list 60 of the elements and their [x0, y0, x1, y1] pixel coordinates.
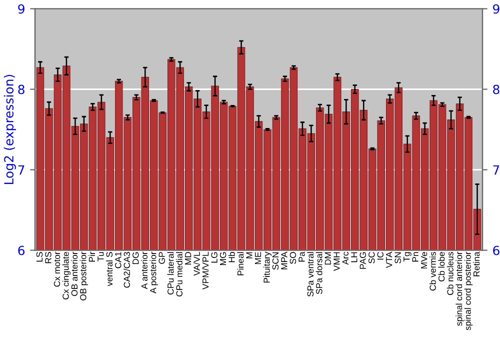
x-tick-label: A posterior	[150, 252, 158, 294]
x-tick-label: Cx cingulate	[62, 252, 71, 300]
y-axis-title: Log2 (expression)	[4, 74, 16, 184]
x-tick-label: Pa	[298, 252, 305, 262]
y2-tick-label: 7	[493, 165, 500, 174]
x-tick-label: DM	[324, 252, 331, 265]
x-tick-label: IC	[377, 252, 384, 260]
x-tick-label: Retina	[473, 252, 480, 276]
x-tick-label: SCN	[272, 252, 279, 270]
x-tick-label: CPu lateral	[167, 252, 174, 294]
x-tick-label: A anterior	[141, 252, 148, 290]
x-tick-label: Cb vermis	[429, 252, 436, 291]
x-tick-label: Tu	[98, 252, 104, 262]
x-tick-label: PAG	[360, 252, 366, 269]
x-tick-label: MPA	[281, 252, 288, 270]
x-tick-label: OB anterior	[71, 252, 78, 296]
x-tick-label: spinal cord posterior	[464, 252, 473, 330]
y2-tick-label: 9	[493, 4, 500, 14]
x-tick-label: CA1	[115, 252, 122, 268]
x-tick-label: DG	[132, 252, 139, 264]
x-tick-label: VTA	[386, 252, 392, 268]
y-tick-label: 6	[18, 246, 24, 256]
x-tick-label: MG	[220, 252, 226, 266]
x-tick-label: Arc	[342, 252, 348, 265]
x-tick-label: Cx motor	[54, 252, 60, 287]
x-tick-label: SO	[290, 252, 296, 264]
y-tick-label: 8	[18, 84, 24, 94]
x-tick-label: VA/VL	[193, 252, 200, 276]
x-tick-label: ventral S	[106, 252, 113, 286]
x-tick-label: Pituitary	[263, 252, 272, 283]
x-tick-label: SC	[368, 252, 375, 264]
x-tick-label: Hb	[228, 252, 235, 262]
x-tick-label: RS	[45, 252, 52, 264]
x-tick-label: Pir	[88, 252, 95, 262]
y-tick-label: 7	[18, 165, 24, 174]
y2-tick-label: 6	[493, 246, 500, 256]
x-tick-label: M	[246, 252, 252, 258]
x-tick-label: Cb nucleus	[446, 252, 454, 295]
x-tick-label: Cb lobe	[438, 252, 445, 282]
x-tick-label: SN	[394, 252, 401, 264]
x-tick-label: Pn	[412, 252, 418, 262]
x-tick-label: MD	[185, 252, 192, 265]
y-tick-label: 9	[18, 4, 24, 14]
x-tick-label: Tg	[404, 252, 412, 262]
x-tick-label: VMH	[334, 252, 340, 272]
x-tick-label: LH	[351, 252, 358, 262]
x-tick-label: Pineal	[237, 252, 244, 276]
x-tick-label: MVe	[421, 252, 428, 268]
x-tick-label: CA2/CA3	[124, 252, 130, 288]
x-tick-label: CPu medial	[176, 252, 182, 296]
x-tick-label: GP	[158, 252, 165, 264]
x-tick-label: VPM/VPL	[202, 252, 209, 290]
x-tick-label: SPa ventral	[307, 252, 314, 296]
y2-tick-label: 8	[493, 84, 500, 94]
x-tick-label: spinal cord anterior	[456, 252, 464, 326]
x-tick-label: LS	[36, 252, 43, 262]
x-tick-label: OB posterior	[80, 252, 88, 300]
x-tick-label: SPa dorsal	[316, 252, 322, 294]
x-tick-label: LG	[211, 252, 218, 263]
x-tick-label: ME	[254, 252, 262, 264]
